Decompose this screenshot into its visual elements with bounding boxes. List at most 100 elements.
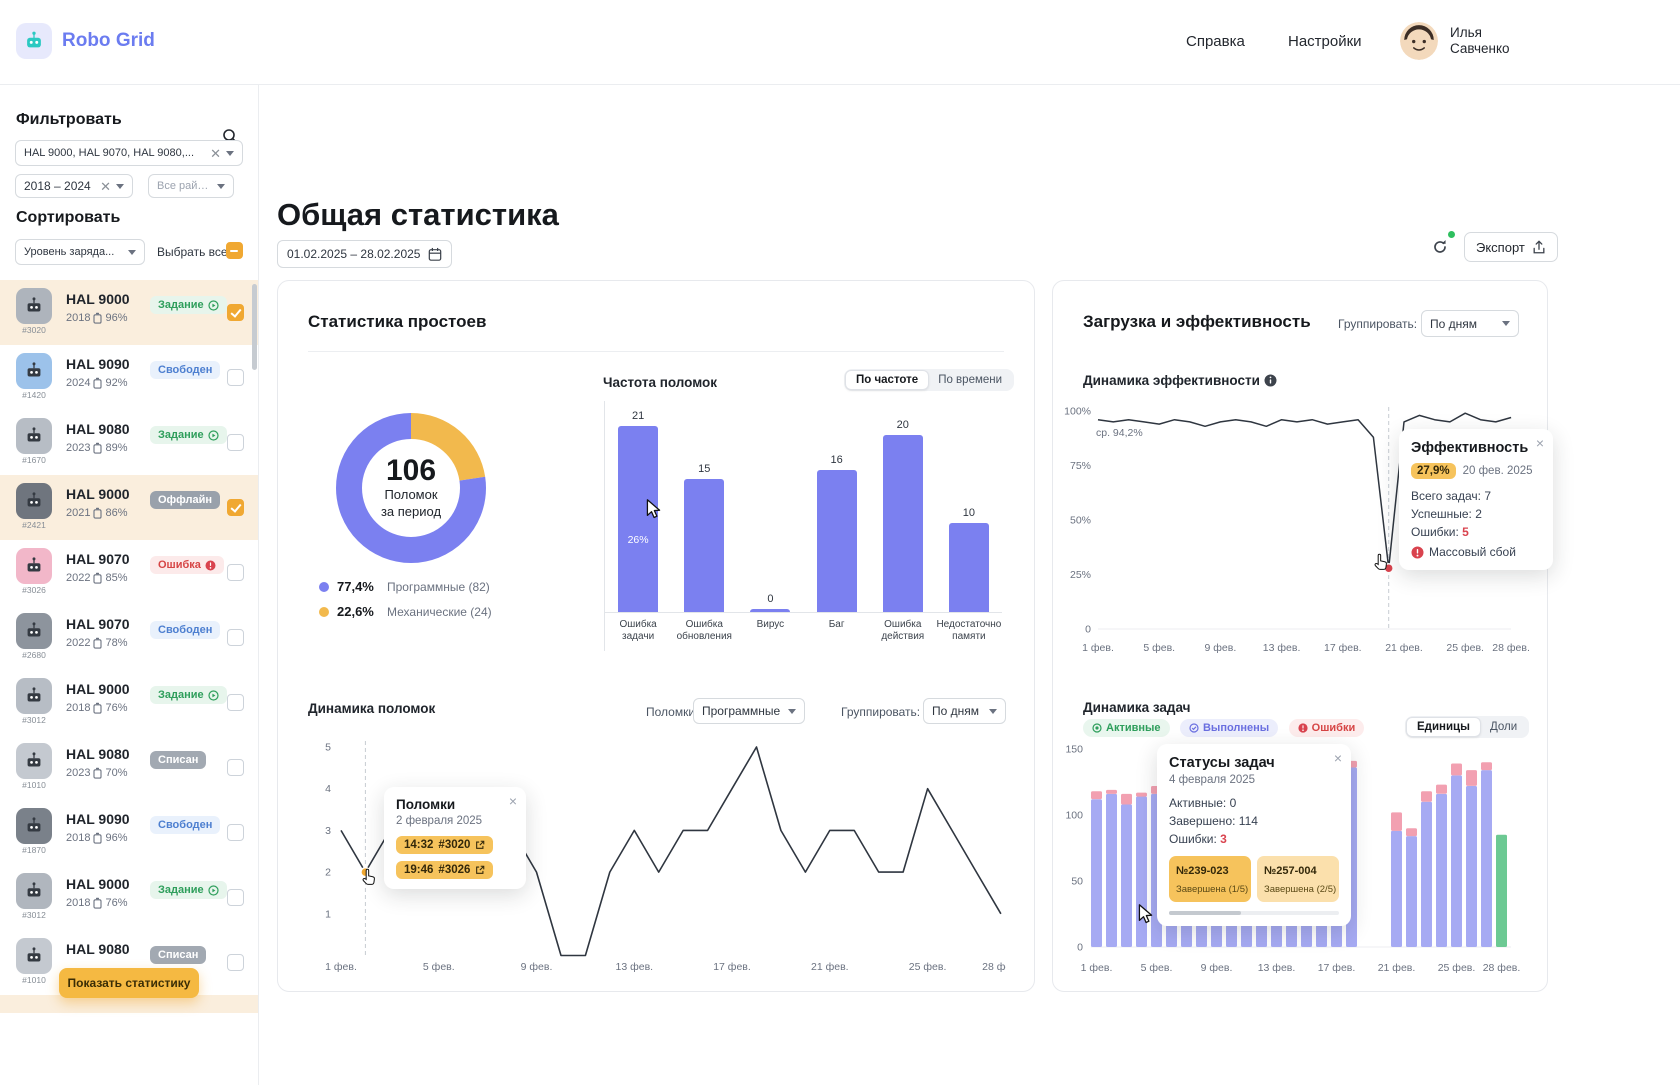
robot-checkbox[interactable]: [227, 434, 244, 451]
robot-checkbox[interactable]: [227, 889, 244, 906]
robot-checkbox[interactable]: [227, 824, 244, 841]
robot-checkbox[interactable]: [227, 629, 244, 646]
robot-year: 2018: [66, 832, 91, 844]
robot-row[interactable]: #2680 HAL 9070 2022 78% Свободен: [0, 605, 258, 670]
models-filter-select[interactable]: HAL 9000, HAL 9070, HAL 9080,... ✕: [15, 140, 243, 166]
nav-settings[interactable]: Настройки: [1288, 33, 1362, 50]
robot-id-label: #3020: [22, 325, 46, 335]
toggle-units[interactable]: Единицы: [1406, 717, 1481, 737]
robot-checkbox[interactable]: [227, 564, 244, 581]
robot-checkbox[interactable]: [227, 499, 244, 516]
robot-checkbox[interactable]: [227, 369, 244, 386]
frequency-bar-chart[interactable]: 21 Ошибка задачи 26% 15 Ошибка обновления 0 Ви…: [604, 401, 1002, 651]
group-by-select[interactable]: По дням: [923, 698, 1006, 724]
select-all-checkbox[interactable]: [226, 242, 243, 259]
refresh-status-dot: [1447, 230, 1456, 239]
robot-row[interactable]: #2421 HAL 9000 2021 86% Оффлайн: [0, 475, 258, 540]
legend-active[interactable]: Активные: [1083, 719, 1170, 737]
svg-text:28 фев.: 28 фев.: [1492, 642, 1530, 654]
legend-errors[interactable]: Ошибки: [1288, 719, 1365, 737]
years-filter-select[interactable]: 2018 – 2024 ✕: [15, 174, 133, 198]
robot-battery: 96%: [105, 832, 128, 844]
breakdown-type-select[interactable]: Программные: [693, 698, 805, 724]
freq-bar-4[interactable]: [882, 434, 923, 612]
freq-bar-1[interactable]: [684, 479, 725, 612]
clear-models-filter-icon[interactable]: ✕: [210, 145, 221, 161]
user-menu[interactable]: Илья Савченко: [1400, 22, 1510, 60]
status-badge: Задание: [150, 881, 227, 899]
date-range-picker[interactable]: 01.02.2025 – 28.02.2025: [277, 240, 453, 268]
robot-avatar: [16, 418, 52, 454]
app-logo[interactable]: Robo Grid: [16, 23, 155, 59]
status-badge-label: Задание: [158, 429, 204, 441]
robot-model-name: HAL 9080: [66, 421, 130, 437]
robot-id-label: #1010: [22, 780, 46, 790]
sidebar: Фильтровать HAL 9000, HAL 9070, HAL 9080…: [0, 84, 259, 1085]
chevron-down-icon: [217, 183, 225, 189]
show-stats-button[interactable]: Показать статистику: [59, 968, 199, 998]
robot-checkbox[interactable]: [227, 304, 244, 321]
breakdown-event-chip[interactable]: 14:32 #3020: [396, 836, 494, 854]
legend-dot: [319, 606, 329, 617]
freq-bar-0[interactable]: [618, 426, 659, 612]
legend-item[interactable]: 77,4% Программные (82): [319, 579, 492, 594]
export-button[interactable]: Экспорт: [1464, 232, 1558, 262]
robot-avatar: [16, 548, 52, 584]
robot-checkbox[interactable]: [227, 759, 244, 776]
toggle-by-frequency[interactable]: По частоте: [845, 370, 930, 390]
breakdown-donut-chart[interactable]: [321, 398, 501, 578]
task-chip[interactable]: №257-004 Завершена (2/5): [1257, 856, 1339, 902]
efficiency-line-chart[interactable]: 100% 75% 50% 25% 0 1 фев. 5 фев. 9 фев. 13 фев. 1…: [1053, 397, 1543, 667]
clear-years-filter-icon[interactable]: ✕: [100, 178, 111, 194]
legend-done[interactable]: Выполнены: [1179, 719, 1279, 737]
robot-row[interactable]: #1870 HAL 9090 2018 96% Свободен: [0, 800, 258, 865]
robot-row[interactable]: #1420 HAL 9090 2024 92% Свободен: [0, 345, 258, 410]
status-badge-label: Свободен: [158, 364, 213, 376]
close-icon[interactable]: ×: [508, 793, 517, 809]
robot-model-name: HAL 9080: [66, 746, 130, 762]
toggle-by-time[interactable]: По времени: [938, 374, 1003, 386]
freq-bar-5[interactable]: [948, 523, 989, 612]
robot-row[interactable]: #1010 HAL 9080 2023 70% Списан: [0, 735, 258, 800]
robot-avatar: [16, 353, 52, 389]
svg-text:5 фев.: 5 фев.: [423, 961, 455, 973]
robot-row[interactable]: #3026 HAL 9070 2022 85% Ошибка: [0, 540, 258, 605]
external-link-icon: [476, 840, 485, 849]
breakdown-event-chip[interactable]: 19:46 #3026: [396, 861, 494, 879]
svg-text:5: 5: [325, 742, 331, 754]
legend-item[interactable]: 22,6% Механические (24): [319, 604, 492, 619]
robot-row[interactable]: #1010 HAL 9080 Списан: [0, 930, 258, 995]
close-icon[interactable]: ×: [1535, 435, 1544, 451]
robot-row[interactable]: #3020 HAL 9000 2018 96% Задание: [0, 280, 258, 345]
tasks-tooltip: Статусы задач × 4 февраля 2025 Активные:…: [1157, 744, 1351, 926]
robot-checkbox[interactable]: [227, 954, 244, 971]
sidebar-scrollbar[interactable]: [252, 284, 257, 370]
svg-text:17 фев.: 17 фев.: [713, 961, 751, 973]
nav-help[interactable]: Справка: [1186, 33, 1245, 50]
robot-year: 2022: [66, 637, 91, 649]
robot-row[interactable]: #3012 HAL 9000 2018 76% Задание: [0, 865, 258, 930]
group-by-select[interactable]: По дням: [1421, 310, 1519, 337]
svg-text:100%: 100%: [1064, 406, 1091, 418]
robot-model-name: HAL 9080: [66, 941, 130, 957]
robot-id-label: #1870: [22, 845, 46, 855]
info-icon[interactable]: [1264, 374, 1277, 390]
tooltip-scrollbar[interactable]: [1169, 911, 1339, 915]
robot-row-partial[interactable]: [0, 995, 258, 1013]
tasks-units-toggle: Единицы Доли: [1405, 716, 1530, 738]
district-filter-select[interactable]: Все районы: [148, 174, 234, 198]
sort-select[interactable]: Уровень заряда...: [15, 239, 145, 265]
robot-id-label: #3012: [22, 910, 46, 920]
toggle-shares[interactable]: Доли: [1489, 721, 1518, 733]
alert-icon: [1411, 546, 1424, 558]
task-chip[interactable]: №239-023 Завершена (1/5): [1169, 856, 1251, 902]
freq-bar-2[interactable]: [750, 609, 791, 612]
downtime-card-title: Статистика простоев: [308, 312, 487, 331]
robot-row[interactable]: #1670 HAL 9080 2023 89% Задание: [0, 410, 258, 475]
close-icon[interactable]: ×: [1333, 750, 1342, 766]
tasks-chart-title: Динамика задач: [1083, 700, 1191, 715]
freq-bar-3[interactable]: [816, 470, 857, 612]
robot-checkbox[interactable]: [227, 694, 244, 711]
robot-meta: 2022 85%: [66, 572, 128, 584]
robot-row[interactable]: #3012 HAL 9000 2018 76% Задание: [0, 670, 258, 735]
